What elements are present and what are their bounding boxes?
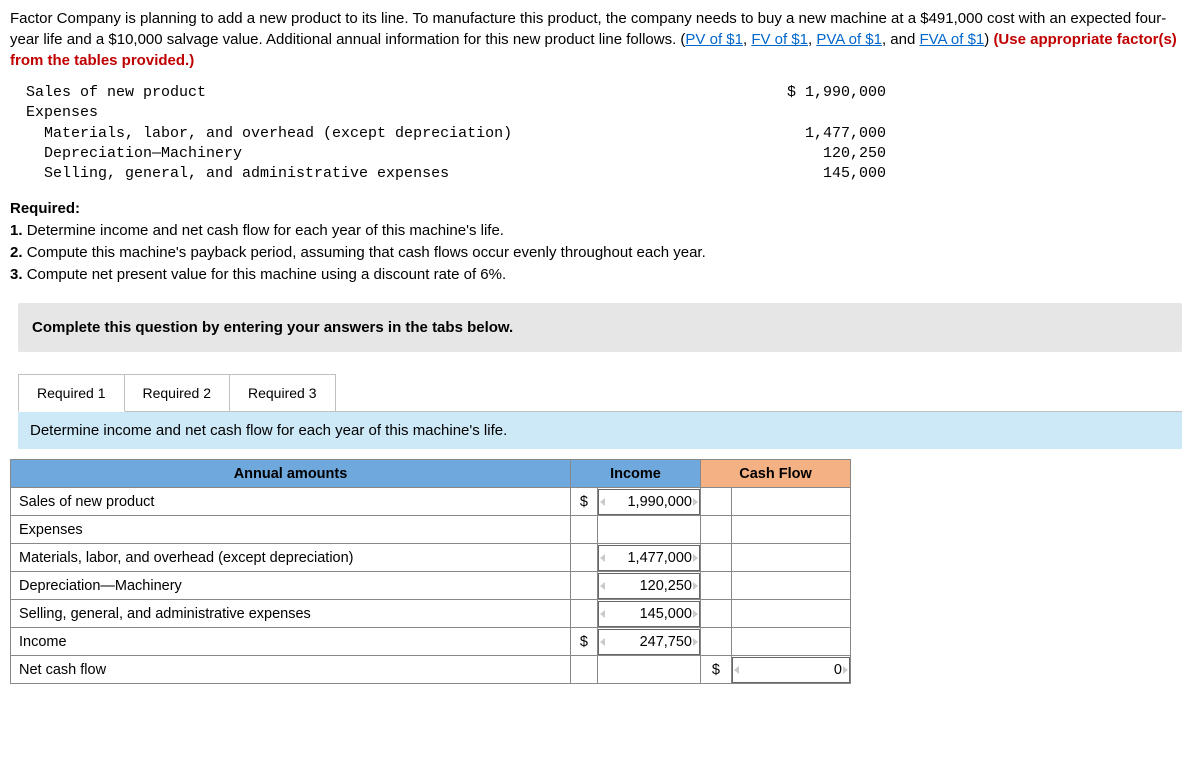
income-currency: $: [571, 628, 598, 656]
table-row: Net cash flow $0: [11, 656, 851, 684]
cashflow-value: [731, 628, 850, 656]
given-row-label: Sales of new product: [26, 83, 746, 103]
answer-table: Annual amounts Income Cash Flow Sales of…: [10, 459, 851, 684]
given-row: Selling, general, and administrative exp…: [26, 164, 1190, 184]
row-label: Depreciation—Machinery: [11, 572, 571, 600]
income-value[interactable]: 1,990,000: [597, 488, 700, 516]
income-currency: [571, 600, 598, 628]
income-value[interactable]: 145,000: [597, 600, 700, 628]
given-data-block: Sales of new product$ 1,990,000Expenses …: [26, 83, 1190, 184]
tab-required-2[interactable]: Required 2: [124, 374, 231, 412]
required-heading: Required:: [10, 198, 1190, 220]
table-row: Materials, labor, and overhead (except d…: [11, 544, 851, 572]
table-row: Income$247,750: [11, 628, 851, 656]
table-row: Expenses: [11, 516, 851, 544]
cashflow-value[interactable]: 0: [731, 656, 850, 684]
income-value[interactable]: 247,750: [597, 628, 700, 656]
income-currency: $: [571, 488, 598, 516]
tabs-row: Required 1Required 2Required 3: [18, 374, 1190, 412]
table-row: Sales of new product$1,990,000: [11, 488, 851, 516]
cashflow-currency: $: [701, 656, 732, 684]
tab-required-1[interactable]: Required 1: [18, 374, 125, 412]
income-currency: [571, 656, 598, 684]
link-fv[interactable]: FV of $1: [751, 31, 808, 48]
cashflow-value: [731, 572, 850, 600]
row-label: Expenses: [11, 516, 571, 544]
col-header-annual-amounts: Annual amounts: [11, 460, 571, 488]
link-pv[interactable]: PV of $1: [685, 31, 743, 48]
income-value: [597, 656, 700, 684]
cashflow-currency: [701, 488, 732, 516]
cashflow-currency: [701, 628, 732, 656]
link-fva[interactable]: FVA of $1: [920, 31, 985, 48]
table-row: Depreciation—Machinery 120,250: [11, 572, 851, 600]
cashflow-value: [731, 600, 850, 628]
income-currency: [571, 544, 598, 572]
row-label: Net cash flow: [11, 656, 571, 684]
table-row: Selling, general, and administrative exp…: [11, 600, 851, 628]
cashflow-value: [731, 488, 850, 516]
required-item-3: 3. Compute net present value for this ma…: [10, 264, 1190, 286]
given-row-value: $ 1,990,000: [746, 83, 886, 103]
income-value: [597, 516, 700, 544]
given-row: Depreciation—Machinery120,250: [26, 144, 1190, 164]
problem-intro: Factor Company is planning to add a new …: [10, 8, 1190, 71]
col-header-cash-flow: Cash Flow: [701, 460, 851, 488]
tab-required-3[interactable]: Required 3: [229, 374, 336, 412]
given-row-label: Selling, general, and administrative exp…: [26, 164, 746, 184]
given-row: Expenses: [26, 103, 1190, 123]
link-pva[interactable]: PVA of $1: [816, 31, 882, 48]
given-row-value: [746, 103, 886, 123]
given-row-value: 145,000: [746, 164, 886, 184]
given-row: Sales of new product$ 1,990,000: [26, 83, 1190, 103]
cashflow-currency: [701, 572, 732, 600]
instruction-bar: Complete this question by entering your …: [18, 303, 1182, 352]
row-label: Materials, labor, and overhead (except d…: [11, 544, 571, 572]
income-value[interactable]: 120,250: [597, 572, 700, 600]
row-label: Sales of new product: [11, 488, 571, 516]
income-currency: [571, 572, 598, 600]
given-row-value: 120,250: [746, 144, 886, 164]
col-header-income: Income: [571, 460, 701, 488]
required-block: Required: 1. Determine income and net ca…: [10, 198, 1190, 285]
cashflow-currency: [701, 544, 732, 572]
row-label: Income: [11, 628, 571, 656]
cashflow-value: [731, 516, 850, 544]
given-row-label: Depreciation—Machinery: [26, 144, 746, 164]
cashflow-currency: [701, 600, 732, 628]
required-item-2: 2. Compute this machine's payback period…: [10, 242, 1190, 264]
income-currency: [571, 516, 598, 544]
required-item-1: 1. Determine income and net cash flow fo…: [10, 220, 1190, 242]
row-label: Selling, general, and administrative exp…: [11, 600, 571, 628]
cashflow-value: [731, 544, 850, 572]
tab-description: Determine income and net cash flow for e…: [18, 411, 1182, 449]
cashflow-currency: [701, 516, 732, 544]
income-value[interactable]: 1,477,000: [597, 544, 700, 572]
given-row: Materials, labor, and overhead (except d…: [26, 124, 1190, 144]
given-row-value: 1,477,000: [746, 124, 886, 144]
given-row-label: Materials, labor, and overhead (except d…: [26, 124, 746, 144]
given-row-label: Expenses: [26, 103, 746, 123]
